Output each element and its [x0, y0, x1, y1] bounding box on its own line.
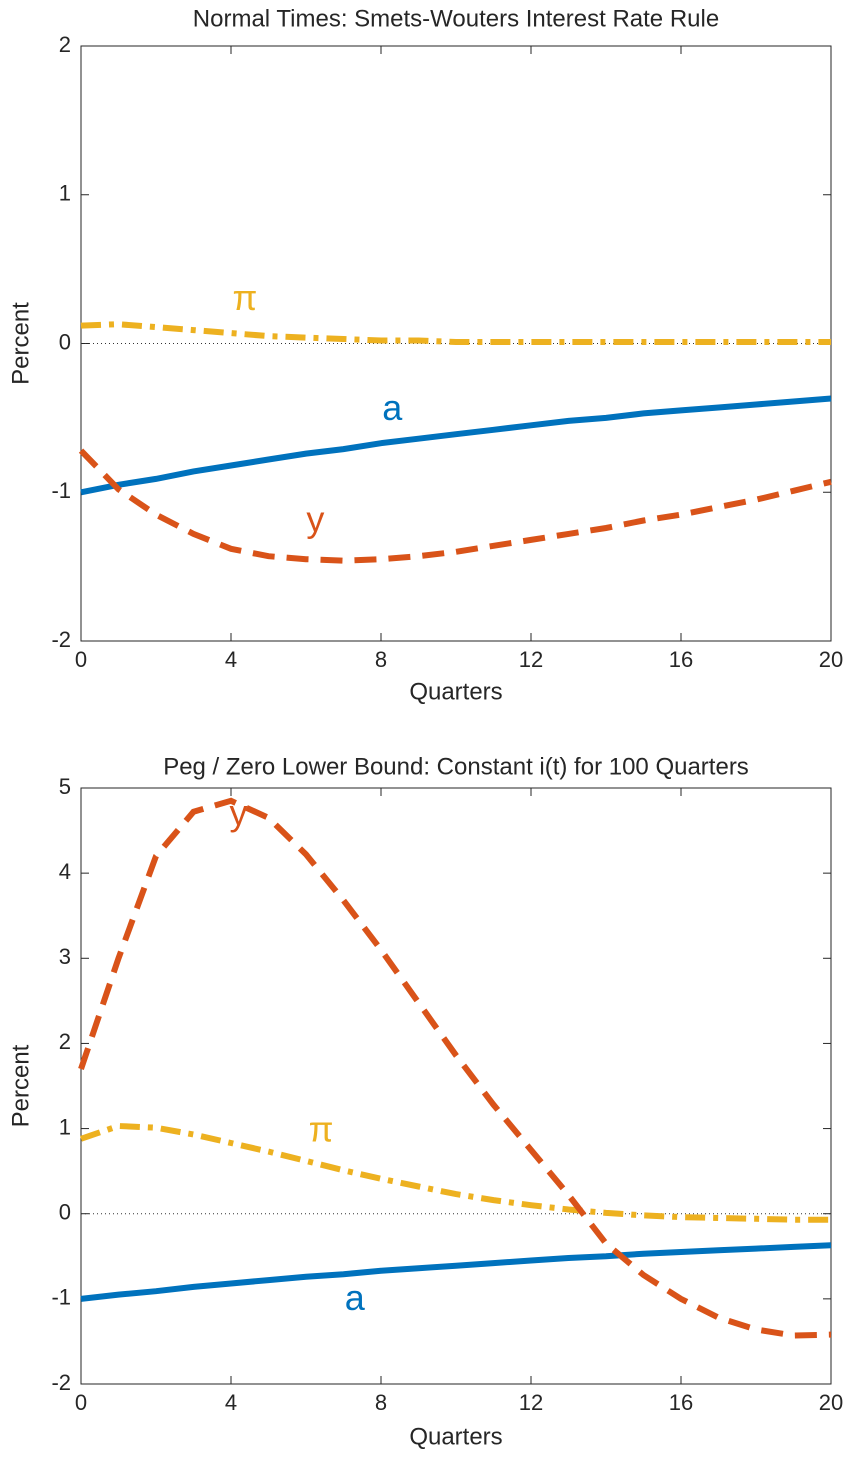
x-tick-label: 12 — [519, 1390, 543, 1415]
series-line — [80, 1122, 831, 1223]
x-tick-label: 20 — [819, 1390, 843, 1415]
series-line — [80, 321, 831, 345]
x-tick-label: 20 — [819, 647, 843, 672]
x-tick-label: 8 — [375, 647, 387, 672]
x-tick-label: 4 — [225, 647, 237, 672]
y-tick-label: -2 — [51, 1370, 71, 1395]
series-label: a — [345, 1277, 366, 1318]
series-line — [78, 448, 832, 564]
y-tick-label: 1 — [59, 1114, 71, 1139]
chart-title: Normal Times: Smets-Wouters Interest Rat… — [193, 5, 719, 32]
series-line — [80, 395, 832, 496]
series-label: π — [232, 277, 257, 318]
x-tick-label: 0 — [75, 647, 87, 672]
series-line — [78, 797, 832, 1339]
series-label: y — [230, 792, 248, 833]
series-label: a — [382, 387, 403, 428]
x-tick-label: 12 — [519, 647, 543, 672]
y-tick-label: -2 — [51, 627, 71, 652]
y-tick-label: -1 — [51, 1285, 71, 1310]
y-tick-label: 4 — [59, 859, 71, 884]
y-axis-label: Percent — [7, 302, 34, 385]
y-tick-label: -1 — [51, 478, 71, 503]
y-tick-label: 0 — [59, 329, 71, 354]
x-tick-label: 8 — [375, 1390, 387, 1415]
y-tick-label: 2 — [59, 32, 71, 57]
series-label: y — [306, 499, 324, 540]
x-axis-label: Quarters — [409, 1423, 502, 1450]
y-tick-label: 3 — [59, 944, 71, 969]
y-axis-label: Percent — [7, 1044, 34, 1127]
y-tick-label: 1 — [59, 181, 71, 206]
plot-area — [80, 787, 832, 1385]
series-line — [80, 1242, 832, 1302]
series-label: π — [309, 1108, 334, 1149]
y-tick-label: 5 — [59, 774, 71, 799]
x-tick-label: 16 — [669, 1390, 693, 1415]
x-tick-label: 4 — [225, 1390, 237, 1415]
y-tick-label: 2 — [59, 1029, 71, 1054]
x-axis-label: Quarters — [409, 678, 502, 705]
x-tick-label: 16 — [669, 647, 693, 672]
x-tick-label: 0 — [75, 1390, 87, 1415]
chart-title: Peg / Zero Lower Bound: Constant i(t) fo… — [163, 753, 749, 780]
y-tick-label: 0 — [59, 1200, 71, 1225]
